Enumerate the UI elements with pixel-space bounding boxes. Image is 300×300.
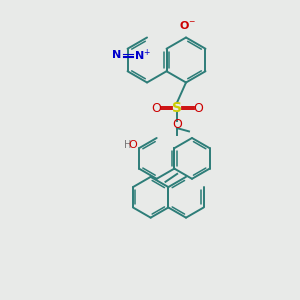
Text: S: S xyxy=(172,101,182,115)
Text: O: O xyxy=(129,140,137,150)
Text: O: O xyxy=(193,101,203,115)
Text: N$^{+}$: N$^{+}$ xyxy=(134,48,151,63)
Text: H: H xyxy=(124,140,131,150)
Text: O$^{-}$: O$^{-}$ xyxy=(179,19,196,31)
Text: O: O xyxy=(172,118,182,131)
Text: N: N xyxy=(112,50,122,61)
Text: O: O xyxy=(151,101,161,115)
